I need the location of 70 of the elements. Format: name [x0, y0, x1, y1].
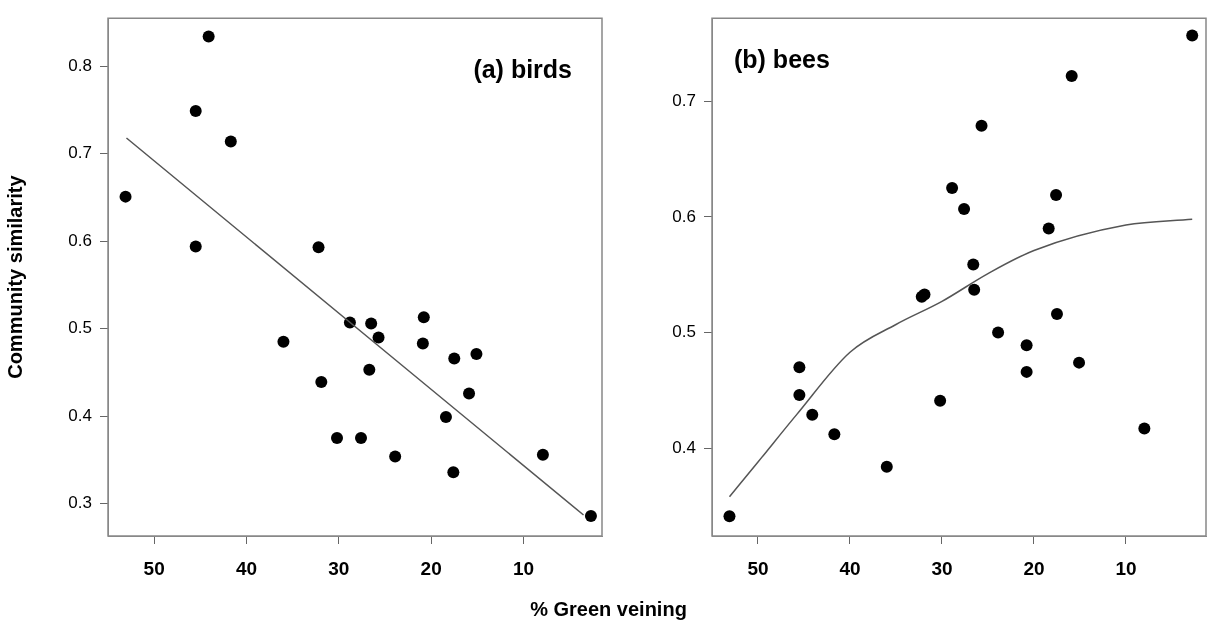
y-tick-label: 0.7 [672, 91, 696, 111]
point [880, 460, 893, 473]
point [439, 411, 452, 424]
point [1138, 422, 1151, 435]
point [723, 510, 736, 523]
point [355, 432, 367, 445]
point [224, 135, 237, 148]
point [189, 104, 202, 117]
point [1050, 308, 1063, 321]
point [189, 240, 202, 253]
point [417, 311, 430, 324]
point [330, 432, 343, 445]
point [315, 376, 328, 389]
x-tick-label: 50 [747, 557, 769, 579]
point [584, 509, 597, 522]
y-tick-label: 0.6 [672, 206, 696, 226]
point [992, 326, 1005, 339]
annotation: (a) birds [473, 54, 572, 83]
x-tick-label: 30 [931, 557, 953, 579]
point [1186, 29, 1199, 42]
point [312, 241, 325, 254]
point [363, 363, 376, 376]
y-tick-label: 0.6 [68, 230, 92, 250]
line-series [728, 218, 1193, 498]
y-tick-label: 0.4 [672, 437, 696, 457]
point [1050, 189, 1063, 202]
x-tick-label: 40 [839, 557, 861, 579]
point [968, 283, 981, 296]
x-tick-label: 50 [143, 557, 165, 579]
y-tick-label: 0.5 [672, 322, 696, 342]
point [365, 317, 378, 330]
point [793, 388, 806, 401]
point [934, 394, 947, 407]
point [416, 337, 429, 350]
point [1065, 69, 1078, 82]
y-tick-label: 0.4 [68, 405, 92, 425]
point [1020, 365, 1033, 378]
point [448, 352, 461, 365]
point [463, 387, 476, 400]
y-tick-label: 0.8 [68, 55, 92, 75]
y-tick-label: 0.7 [68, 143, 92, 163]
point [806, 408, 819, 421]
y-tick-label: 0.5 [68, 318, 92, 338]
annotation: (b) bees [734, 44, 830, 73]
point [389, 450, 402, 463]
point [277, 335, 290, 348]
point [1020, 339, 1033, 352]
x-axis-title: % Green veining [529, 598, 688, 621]
y-axis-title: Community similarity [3, 174, 26, 379]
point [793, 361, 806, 374]
x-tick-label: 10 [512, 557, 535, 579]
point [202, 30, 215, 43]
point [1073, 356, 1086, 369]
x-tick-label: 20 [420, 557, 442, 579]
point [470, 348, 483, 361]
point [372, 331, 385, 344]
y-tick-label: 0.3 [68, 493, 92, 513]
point [975, 119, 988, 132]
point [536, 448, 549, 461]
point [447, 466, 460, 479]
x-tick-label: 20 [1023, 557, 1045, 579]
x-tick-label: 10 [1115, 557, 1137, 579]
point [119, 190, 132, 203]
x-tick-label: 40 [235, 557, 258, 579]
point [946, 182, 959, 195]
point [967, 258, 980, 271]
point [958, 202, 971, 215]
point [828, 428, 841, 441]
x-tick-label: 30 [328, 557, 350, 579]
point [1042, 222, 1055, 235]
